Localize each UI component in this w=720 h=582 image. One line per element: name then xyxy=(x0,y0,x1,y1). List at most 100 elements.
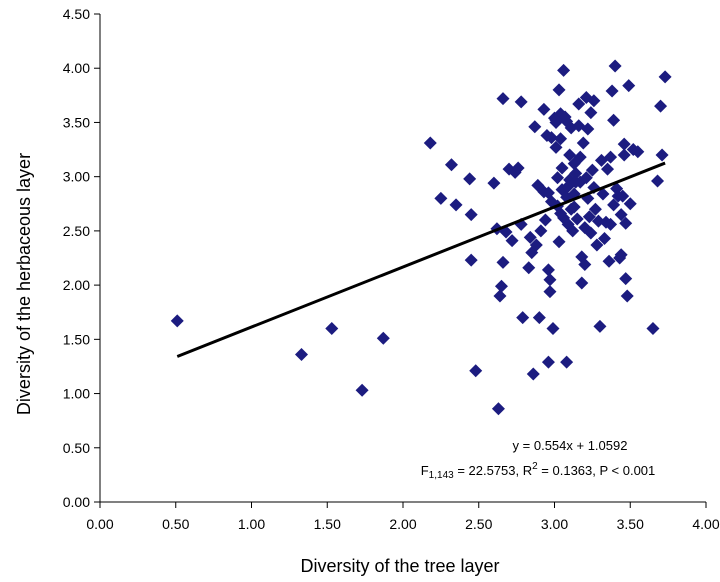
trend-line xyxy=(176,161,666,358)
data-point xyxy=(541,186,555,200)
data-point xyxy=(523,230,537,244)
data-point xyxy=(541,355,555,369)
data-point xyxy=(576,136,590,150)
data-point xyxy=(563,148,577,162)
data-point xyxy=(607,113,621,127)
data-point xyxy=(655,148,669,162)
data-point xyxy=(584,106,598,120)
data-point xyxy=(423,136,437,150)
data-point xyxy=(552,235,566,249)
data-point xyxy=(551,171,565,185)
data-point xyxy=(584,226,598,240)
y-axis-title: Diversity of the herbaceous layer xyxy=(14,153,34,415)
data-point xyxy=(616,189,630,203)
data-point xyxy=(543,285,557,299)
data-point xyxy=(496,255,510,269)
data-point xyxy=(614,248,628,262)
stats-superscript: 2 xyxy=(532,461,538,472)
y-axis-ticks: 0.00 0.50 1.00 1.50 2.00 2.50 3.00 3.50 4.00 4.50 xyxy=(63,6,100,510)
data-point xyxy=(617,137,631,151)
data-point xyxy=(631,145,645,159)
data-point xyxy=(554,132,568,146)
x-tick-label: 2.00 xyxy=(389,516,416,532)
stats-prefix: F xyxy=(421,463,429,478)
regression-stats: F1,143 = 22.5753, R2 = 0.1363, P < 0.001 xyxy=(421,461,656,481)
y-tick-label: 4.00 xyxy=(63,60,90,76)
data-point xyxy=(546,321,560,335)
data-point xyxy=(572,97,586,111)
data-point xyxy=(607,198,621,212)
data-point xyxy=(588,202,602,216)
data-point xyxy=(620,289,634,303)
stats-middle: = 22.5753, R xyxy=(454,463,532,478)
data-point xyxy=(543,273,557,287)
data-point xyxy=(593,319,607,333)
data-point xyxy=(623,197,637,211)
data-point xyxy=(658,70,672,84)
data-point xyxy=(619,216,633,230)
data-point xyxy=(534,224,548,238)
x-tick-label: 1.00 xyxy=(238,516,265,532)
data-point xyxy=(605,84,619,98)
x-tick-label: 4.00 xyxy=(692,516,719,532)
data-point xyxy=(569,166,583,180)
data-point xyxy=(528,120,542,134)
y-tick-label: 3.00 xyxy=(63,169,90,185)
data-point xyxy=(464,208,478,222)
x-tick-label: 2.50 xyxy=(465,516,492,532)
data-point xyxy=(604,150,618,164)
x-tick-label: 3.50 xyxy=(617,516,644,532)
data-point xyxy=(549,113,563,127)
data-point xyxy=(654,99,668,113)
data-point xyxy=(590,238,604,252)
data-point xyxy=(572,119,586,133)
data-point xyxy=(355,383,369,397)
x-tick-label: 0.50 xyxy=(162,516,189,532)
data-point xyxy=(541,263,555,277)
y-tick-label: 2.00 xyxy=(63,277,90,293)
data-point xyxy=(575,276,589,290)
data-point xyxy=(573,150,587,164)
data-point xyxy=(516,311,530,325)
y-tick-label: 2.50 xyxy=(63,223,90,239)
data-point xyxy=(604,217,618,231)
data-point xyxy=(544,131,558,145)
data-point xyxy=(646,321,660,335)
data-point xyxy=(434,191,448,205)
data-point xyxy=(614,208,628,222)
data-point xyxy=(585,163,599,177)
x-tick-label: 1.50 xyxy=(314,516,341,532)
data-point xyxy=(449,198,463,212)
data-point xyxy=(578,258,592,272)
x-axis-title: Diversity of the tree layer xyxy=(300,556,499,576)
data-point xyxy=(491,402,505,416)
data-point xyxy=(601,162,615,176)
x-tick-label: 0.00 xyxy=(86,516,113,532)
data-point xyxy=(622,79,636,93)
y-tick-label: 4.50 xyxy=(63,6,90,22)
y-tick-label: 1.50 xyxy=(63,331,90,347)
data-point xyxy=(376,331,390,345)
data-point xyxy=(496,92,510,106)
data-point xyxy=(494,279,508,293)
data-point xyxy=(537,102,551,116)
data-point xyxy=(529,238,543,252)
data-point xyxy=(464,253,478,267)
data-point xyxy=(538,213,552,227)
data-point xyxy=(522,261,536,275)
data-point xyxy=(587,94,601,108)
data-point xyxy=(579,171,593,185)
data-point xyxy=(570,212,584,226)
data-point xyxy=(511,161,525,175)
data-point xyxy=(325,321,339,335)
y-tick-label: 0.50 xyxy=(63,440,90,456)
y-tick-label: 3.50 xyxy=(63,114,90,130)
data-point xyxy=(582,210,596,224)
regression-equation: y = 0.554x + 1.0592 xyxy=(513,438,628,453)
data-point xyxy=(617,148,631,162)
stats-subscript: 1,143 xyxy=(429,470,454,481)
data-point xyxy=(560,355,574,369)
stats-suffix: = 0.1363, P < 0.001 xyxy=(538,463,656,478)
data-point xyxy=(444,158,458,172)
